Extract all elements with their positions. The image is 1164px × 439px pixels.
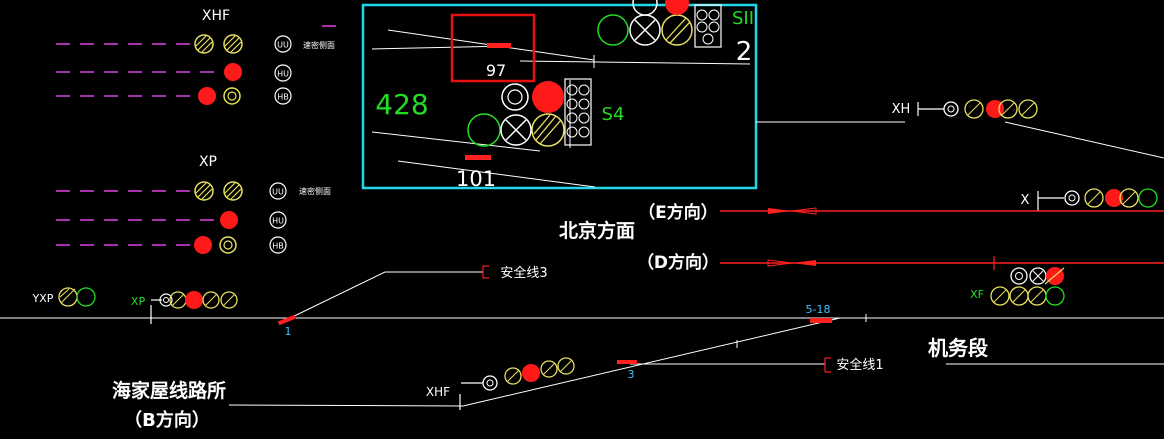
hu-badge-xp: HU (272, 217, 284, 226)
haijiawu-label: 海家屋线路所 (112, 379, 226, 402)
yellow-lamp-icon (1119, 188, 1139, 208)
red-lamp-icon (532, 81, 564, 113)
xp-note: 速密侧面 (299, 186, 331, 196)
green-lamp-icon (1138, 188, 1158, 208)
yellow-lamp-icon (504, 367, 522, 385)
switch-marker (465, 155, 491, 160)
b-direction-label: （B方向） (124, 409, 210, 431)
white-lamp-icon (1064, 190, 1080, 206)
yxp-label: YXP (32, 292, 54, 305)
switch-518-label: 5-18 (806, 303, 831, 316)
signal-xf: XF (970, 267, 1065, 306)
signal-xh: XH (892, 99, 1164, 159)
xhf-lower-label: XHF (426, 385, 450, 399)
signal-legend-panel: XHF UU HU HB 速密侧面 XP (56, 8, 336, 254)
main-tracks: 1 安全线3 5-18 3 安全线1 机务段 (0, 265, 1164, 410)
xp-small-label: XP (131, 295, 146, 308)
safety-line-3-label: 安全线3 (500, 265, 547, 281)
label-97: 97 (486, 61, 506, 80)
xhf-legend-title: XHF (202, 8, 230, 24)
white-lamp-icon (501, 83, 529, 111)
label-2: 2 (736, 37, 753, 67)
switch-marker (617, 360, 637, 364)
label-101: 101 (456, 167, 496, 191)
green-lamp-icon (467, 113, 501, 147)
white-lamp-icon (482, 375, 498, 391)
e-direction-label: （E方向） (638, 202, 718, 223)
green-lamp-icon (1045, 286, 1065, 306)
highlight-box-97 (450, 13, 536, 83)
hb-badge-xp: HB (272, 242, 284, 251)
hb-badge-icon (269, 236, 287, 254)
zoom-detail-box: 97 101 428 S4 SII 2 (361, 0, 905, 191)
yellow-lamp-icon (661, 14, 693, 46)
yellow-lamp-icon (202, 291, 220, 309)
signal-xhf-lower: XHF (426, 357, 575, 399)
safety-line-1-label: 安全线1 (836, 357, 883, 373)
yellow-lamp-icon (990, 286, 1010, 306)
hu-badge-icon (269, 211, 287, 229)
green-lamp-icon (76, 287, 96, 307)
d-direction-label: （D方向） (637, 252, 719, 273)
yellow-lamp-icon (220, 291, 238, 309)
red-lamp-icon (522, 364, 540, 382)
hu-badge: HU (277, 70, 289, 79)
xp-legend-title: XP (199, 154, 217, 170)
yellow-lamp-icon (223, 181, 243, 201)
white-lamp-icon (943, 101, 959, 117)
red-lamp-icon (220, 211, 238, 229)
switch-1-label: 1 (285, 325, 292, 338)
xf-label: XF (970, 288, 984, 301)
indicator-box (564, 78, 592, 146)
white-lamp-icon (159, 293, 173, 307)
white-lamp-icon (1010, 267, 1028, 285)
yellow-lamp-icon (1018, 99, 1038, 119)
white-lamp-icon (219, 236, 237, 254)
red-lamp-icon (224, 63, 242, 81)
red-lamp-icon (1105, 189, 1123, 207)
switch-marker (487, 43, 511, 48)
signal-xp-small: XP (131, 291, 238, 309)
switch-marker (277, 314, 297, 326)
hb-badge: HB (277, 93, 289, 102)
hu-badge-icon (274, 64, 292, 82)
yellow-lamp-icon (194, 181, 214, 201)
red-lamp-icon (198, 87, 216, 105)
uu-badge-xp: UU (272, 188, 284, 197)
yellow-lamp-icon (223, 34, 243, 54)
signal-yxp: YXP (32, 287, 96, 307)
hb-badge-icon (274, 87, 292, 105)
yellow-lamp-icon (540, 360, 558, 378)
yellow-lamp-icon (557, 357, 575, 375)
indicator-box (694, 4, 722, 48)
uu-badge: UU (277, 41, 289, 50)
green-lamp-icon (597, 14, 629, 46)
yellow-lamp-icon (1084, 188, 1104, 208)
red-lamp-icon (185, 291, 203, 309)
yellow-lamp-icon (58, 287, 78, 307)
white-lamp-icon (500, 114, 532, 146)
xh-label: XH (892, 102, 911, 117)
label-s4: S4 (602, 104, 625, 125)
zoom-box-frame (361, 3, 758, 190)
yellow-lamp-icon (194, 34, 214, 54)
white-lamp-icon (223, 87, 241, 105)
label-428: 428 (375, 88, 428, 121)
signal-x: X (1021, 188, 1158, 211)
direction-tracks: 北京方面 （E方向） （D方向） (559, 202, 1164, 273)
xhf-note: 速密侧面 (303, 40, 335, 50)
red-lamp-icon (194, 236, 212, 254)
beijing-direction-label: 北京方面 (559, 219, 635, 242)
switch-marker (810, 318, 832, 323)
yellow-lamp-icon (531, 113, 565, 147)
jiwuduan-label: 机务段 (928, 336, 988, 360)
switch-3-label: 3 (628, 368, 635, 381)
yellow-lamp-icon (964, 99, 984, 119)
x-label: X (1021, 193, 1030, 208)
uu-badge-icon (269, 182, 287, 200)
label-sii: SII (732, 8, 754, 29)
uu-badge-icon (274, 35, 292, 53)
yellow-lamp-icon (998, 99, 1018, 119)
